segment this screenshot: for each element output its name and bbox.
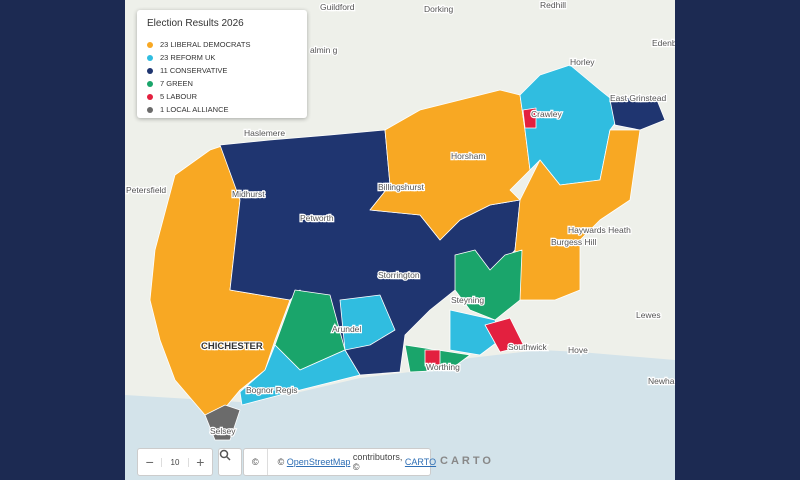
zoom-out-button[interactable]: − xyxy=(145,454,154,470)
ward-region[interactable] xyxy=(514,129,641,301)
attribution-text: © xyxy=(277,457,285,467)
place-label: Burgess Hill xyxy=(551,237,596,247)
ward-region[interactable] xyxy=(204,404,241,441)
osm-link[interactable]: OpenStreetMap xyxy=(286,457,351,467)
legend-swatch xyxy=(147,41,153,48)
legend-swatch xyxy=(147,54,153,61)
place-label: Haslemere xyxy=(244,128,285,138)
ward-region[interactable] xyxy=(339,294,396,351)
place-label: Edenbr xyxy=(652,38,675,48)
place-label: Hove xyxy=(568,345,588,355)
ward-region[interactable] xyxy=(454,249,523,321)
map[interactable]: Guildford Dorking Redhill Edenbr Horley … xyxy=(125,0,675,480)
place-label: Lewes xyxy=(636,310,661,320)
map-layer: Guildford Dorking Redhill Edenbr Horley … xyxy=(125,0,675,480)
zoom-level[interactable]: 10 xyxy=(161,457,189,467)
legend: Election Results 2026 23 LIBERAL DEMOCRA… xyxy=(137,10,307,118)
place-label: almin g xyxy=(310,45,338,55)
place-label: Newha xyxy=(648,376,675,386)
legend-title: Election Results 2026 xyxy=(147,18,244,29)
ward-region[interactable] xyxy=(609,94,666,131)
legend-label: 23 REFORM UK xyxy=(160,53,216,62)
place-label: Redhill xyxy=(540,0,566,10)
place-label: Steyning xyxy=(451,295,484,305)
legend-entry: 1 LOCAL ALLIANCE xyxy=(147,103,250,116)
legend-swatch xyxy=(147,80,153,87)
place-label: Guildford xyxy=(320,2,355,12)
sea xyxy=(125,350,675,480)
place-label: Dorking xyxy=(424,4,454,14)
place-label: Horsham xyxy=(451,151,485,161)
legend-swatch xyxy=(147,93,153,100)
place-label: Worthing xyxy=(426,362,460,372)
legend-swatch xyxy=(147,106,153,113)
ward-region[interactable] xyxy=(239,344,361,406)
search-icon xyxy=(219,449,231,461)
legend-label: 1 LOCAL ALLIANCE xyxy=(160,105,229,114)
place-label: Arundel xyxy=(332,324,361,334)
ward-region[interactable] xyxy=(369,89,531,241)
info-button[interactable]: © xyxy=(252,449,268,475)
place-label: Southwick xyxy=(508,342,547,352)
ward-region[interactable] xyxy=(424,349,441,367)
ward-region[interactable] xyxy=(484,317,525,353)
ward-region[interactable] xyxy=(522,107,537,129)
place-label: Crawley xyxy=(531,109,562,119)
place-label: Selsey xyxy=(210,426,236,436)
legend-label: 11 CONSERVATIVE xyxy=(160,66,228,75)
legend-entry: 5 LABOUR xyxy=(147,90,250,103)
legend-entry: 7 GREEN xyxy=(147,77,250,90)
place-label: Storrington xyxy=(378,270,420,280)
place-label: Midhurst xyxy=(232,189,265,199)
attribution: © © OpenStreetMap contributors, © CARTO xyxy=(243,448,436,476)
regions xyxy=(149,64,666,441)
place-labels: Guildford Dorking Redhill Edenbr Horley … xyxy=(125,0,675,437)
place-label: Petworth xyxy=(300,213,334,223)
place-label: Bognor Regis xyxy=(246,385,298,395)
place-label: CHICHESTER xyxy=(201,341,263,352)
attribution-text: contributors, © xyxy=(352,452,403,472)
map-canvas: Guildford Dorking Redhill Edenbr Horley … xyxy=(125,0,675,480)
legend-label: 7 GREEN xyxy=(160,79,193,88)
carto-link[interactable]: CARTO xyxy=(404,457,437,467)
ward-region[interactable] xyxy=(449,309,501,356)
search-button[interactable] xyxy=(218,448,242,476)
legend-swatch xyxy=(147,67,153,74)
place-label: Haywards Heath xyxy=(568,225,631,235)
place-label: East Grinstead xyxy=(610,93,666,103)
legend-list: 23 LIBERAL DEMOCRATS 23 REFORM UK 11 CONSE… xyxy=(147,38,250,116)
legend-label: 23 LIBERAL DEMOCRATS xyxy=(160,40,251,49)
place-label: Horley xyxy=(570,57,595,67)
legend-label: 5 LABOUR xyxy=(160,92,198,101)
place-label: Petersfield xyxy=(126,185,166,195)
place-label: Billingshurst xyxy=(378,182,424,192)
legend-entry: 23 LIBERAL DEMOCRATS xyxy=(147,38,250,51)
zoom-control: − 10 + xyxy=(137,448,213,476)
zoom-in-button[interactable]: + xyxy=(196,454,205,470)
carto-logo: CARTO xyxy=(440,455,494,467)
legend-entry: 11 CONSERVATIVE xyxy=(147,64,250,77)
legend-entry: 23 REFORM UK xyxy=(147,51,250,64)
